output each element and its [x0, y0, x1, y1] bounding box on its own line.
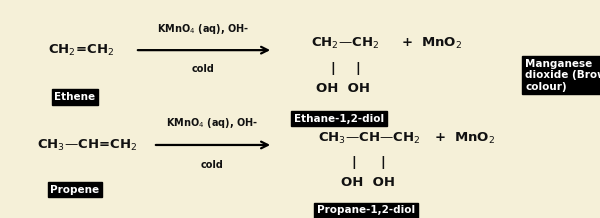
Text: cold: cold: [200, 160, 223, 170]
Text: KMnO$_4$ (aq), OH-: KMnO$_4$ (aq), OH-: [166, 116, 258, 130]
Text: |: |: [355, 62, 360, 75]
Text: Manganese
dioxide (Brown
colour): Manganese dioxide (Brown colour): [525, 59, 600, 92]
Text: CH$_3$—CH=CH$_2$: CH$_3$—CH=CH$_2$: [37, 137, 137, 153]
Text: Propane-1,2-diol: Propane-1,2-diol: [317, 205, 415, 215]
Text: Propene: Propene: [50, 185, 100, 195]
Text: |: |: [380, 156, 385, 169]
Text: CH$_2$=CH$_2$: CH$_2$=CH$_2$: [48, 43, 114, 58]
Text: OH  OH: OH OH: [316, 82, 370, 95]
Text: +  MnO$_2$: + MnO$_2$: [401, 36, 463, 51]
Text: cold: cold: [191, 64, 214, 74]
Text: +  MnO$_2$: + MnO$_2$: [434, 131, 496, 146]
Text: CH$_2$—CH$_2$: CH$_2$—CH$_2$: [311, 36, 379, 51]
Text: KMnO$_4$ (aq), OH-: KMnO$_4$ (aq), OH-: [157, 22, 249, 36]
Text: OH  OH: OH OH: [341, 175, 395, 189]
Text: CH$_3$—CH—CH$_2$: CH$_3$—CH—CH$_2$: [318, 131, 420, 146]
Text: Ethene: Ethene: [55, 92, 95, 102]
Text: |: |: [330, 62, 335, 75]
Text: Ethane-1,2-diol: Ethane-1,2-diol: [294, 114, 384, 124]
Text: |: |: [352, 156, 356, 169]
